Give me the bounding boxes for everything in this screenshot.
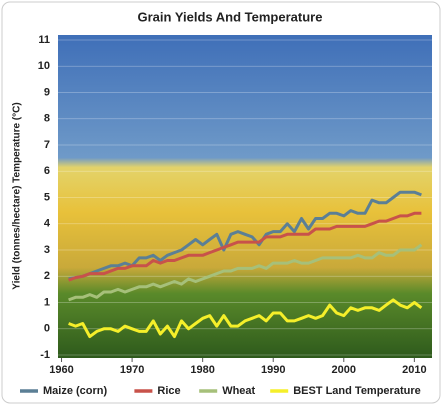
x-tick-label: 2000 xyxy=(332,364,356,376)
y-tick-label: 7 xyxy=(44,139,50,151)
x-tick-label: 1990 xyxy=(261,364,285,376)
y-tick-label: 8 xyxy=(44,113,50,125)
y-tick-label: 0 xyxy=(44,323,50,335)
legend-label: BEST Land Temperature xyxy=(293,385,421,397)
chart-title: Grain Yields And Temperature xyxy=(138,9,323,24)
y-tick-label: 9 xyxy=(44,86,50,98)
y-axis-label: Yield (tonnes/hectare) Temperature (°C) xyxy=(12,102,23,289)
y-tick-label: 2 xyxy=(44,270,50,282)
x-tick-label: 2010 xyxy=(402,364,426,376)
y-tick-label: 5 xyxy=(44,191,50,203)
y-tick-label: 1 xyxy=(44,296,50,308)
legend-label: Maize (corn) xyxy=(43,385,108,397)
x-tick-label: 1980 xyxy=(190,364,214,376)
y-tick-label: -1 xyxy=(40,349,50,361)
y-tick-label: 11 xyxy=(38,34,50,46)
x-tick-label: 1970 xyxy=(120,364,144,376)
x-tick-label: 1960 xyxy=(49,364,73,376)
legend-label: Rice xyxy=(157,385,180,397)
y-tick-label: 3 xyxy=(44,244,50,256)
y-tick-label: 6 xyxy=(44,165,50,177)
chart: Grain Yields And Temperature Yield (tonn… xyxy=(0,0,442,405)
y-tick-label: 4 xyxy=(44,218,51,230)
y-tick-label: 10 xyxy=(38,60,50,72)
legend-label: Wheat xyxy=(222,385,255,397)
